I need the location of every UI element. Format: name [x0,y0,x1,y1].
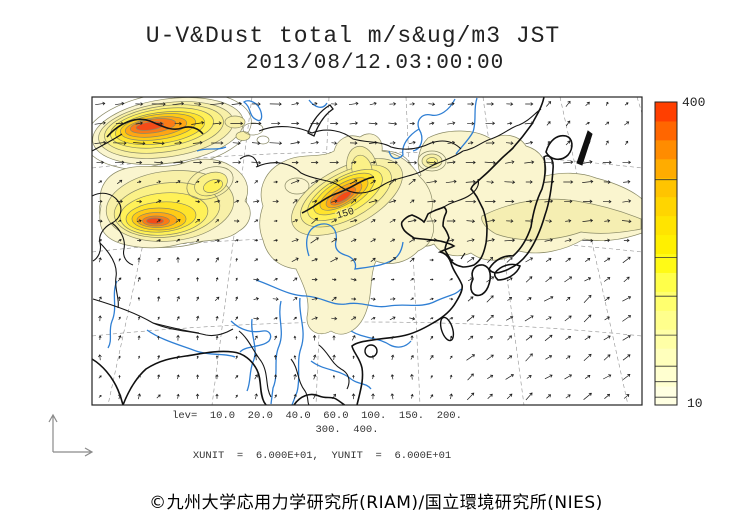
dust-hotspot-west [98,158,251,249]
japan-shikoku [493,263,522,281]
copyright-line: ©九州大学応用力学研究所(RIAM)/国立環境研究所(NIES) [149,493,603,513]
japan-hokkaido [545,134,573,161]
wind-vector-field [94,100,632,401]
contour-levels-line2: 300. 400. [315,424,379,436]
asia-mainland-coast [92,97,545,405]
borders-layer [92,104,542,405]
sakhalin-island [576,130,593,166]
rivers-layer [107,97,478,405]
coastline-layer [92,97,593,405]
axis-indicator [48,413,94,457]
plot-datetime: 2013/08/12.03:00:00 [245,52,505,75]
map-frame [91,96,643,406]
vector-units-line: XUNIT = 6.000E+01, YUNIT = 6.000E+01 [192,450,452,462]
colorbar-min-label: 10 [687,396,703,411]
plot-title: U-V&Dust total m/s&ug/m3 JST [145,23,561,49]
japan-kyushu [470,264,492,297]
contour-levels-line1: lev= 10.0 20.0 40.0 60.0 100. 150. 200. [172,410,462,422]
colorbar [654,101,678,406]
taiwan-island [439,316,455,342]
hainan-island [364,344,378,358]
y-axis-arrow [48,413,58,452]
colorbar-max-label: 400 [682,95,706,110]
dust-hotspot-northwest [92,97,252,171]
tsushima-island [460,252,466,260]
x-axis-arrow [53,447,94,457]
dust-shading-layer [92,97,642,335]
